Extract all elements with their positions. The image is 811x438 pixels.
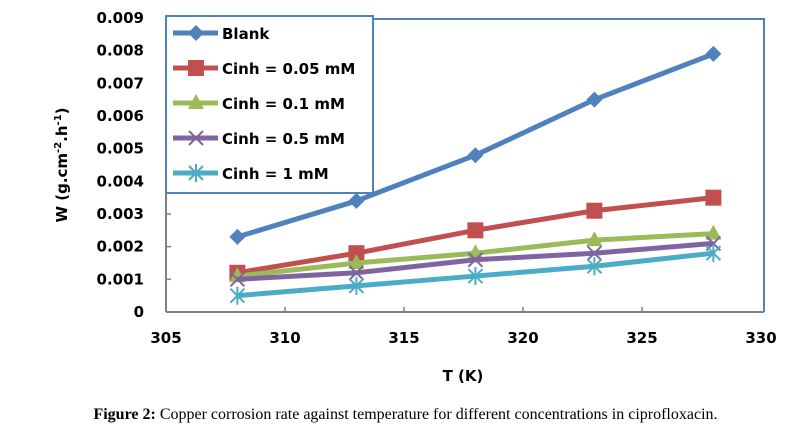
- triangle-marker: [586, 231, 603, 247]
- x-tick-label: 305: [150, 329, 181, 347]
- y-tick-label: 0.009: [97, 9, 144, 27]
- data-point: [348, 192, 365, 209]
- square-marker: [188, 60, 204, 76]
- x-marker-stroke: [348, 265, 365, 281]
- legend-item: Cinh = 0.5 mM: [173, 130, 345, 148]
- y-axis-title: W (g.cm-2.h-1): [53, 107, 71, 222]
- diamond-marker: [705, 45, 722, 62]
- data-point: [586, 202, 603, 219]
- legend-label: Cinh = 0.5 mM: [222, 130, 345, 148]
- data-point: [586, 91, 603, 108]
- data-point: [467, 267, 484, 286]
- x-tick-label: 315: [388, 329, 419, 347]
- diamond-marker: [229, 228, 246, 245]
- data-point: [348, 276, 365, 295]
- data-point: [705, 189, 722, 206]
- data-point: [467, 147, 484, 164]
- y-tick-label: 0: [134, 303, 144, 321]
- triangle-marker: [188, 94, 204, 109]
- y-axis-title-sup1: -2: [53, 142, 64, 153]
- diamond-marker: [188, 25, 204, 41]
- y-tick-label: 0.007: [97, 74, 144, 92]
- data-point: [705, 244, 722, 263]
- y-tick-label: 0.004: [97, 172, 144, 190]
- y-tick-label: 0.002: [97, 238, 144, 256]
- data-point: [705, 45, 722, 62]
- x-tick-label: 320: [507, 329, 538, 347]
- square-marker: [586, 202, 603, 219]
- series-0: [229, 45, 722, 245]
- caption-label: Figure 2:: [93, 406, 156, 423]
- x-tick-label: 325: [626, 329, 657, 347]
- x-tick-label: 330: [745, 329, 776, 347]
- legend-marker: [188, 60, 204, 76]
- legend-label: Blank: [222, 25, 270, 43]
- series-1: [229, 189, 722, 281]
- diamond-marker: [467, 147, 484, 164]
- data-point: [705, 224, 722, 240]
- legend-marker: [188, 164, 204, 182]
- x-axis-title: T (K): [443, 367, 484, 385]
- legend-marker: [188, 130, 204, 146]
- x-marker-stroke: [229, 271, 246, 288]
- data-point: [348, 245, 365, 262]
- x-marker-stroke: [467, 252, 484, 268]
- y-axis-title-mid: .h: [53, 125, 71, 141]
- figure-caption: Figure 2: Copper corrosion rate against …: [0, 406, 811, 424]
- y-tick-label: 0.008: [97, 42, 144, 60]
- caption-text: Copper corrosion rate against temperatur…: [155, 406, 718, 423]
- legend-item: Cinh = 0.1 mM: [173, 94, 345, 113]
- square-marker: [705, 189, 722, 206]
- x-marker-stroke: [188, 130, 204, 146]
- y-tick-label: 0.001: [97, 270, 144, 288]
- triangle-marker: [705, 224, 722, 240]
- legend-label: Cinh = 1 mM: [222, 165, 329, 183]
- legend-label: Cinh = 0.05 mM: [222, 60, 355, 78]
- data-point: [229, 271, 246, 288]
- data-point: [348, 265, 365, 281]
- y-tick-label: 0.006: [97, 107, 144, 125]
- series-layer: [229, 45, 722, 305]
- diamond-marker: [348, 192, 365, 209]
- series-4: [229, 244, 722, 305]
- data-point: [467, 222, 484, 239]
- x-tick-label: 310: [269, 329, 300, 347]
- x-marker-stroke: [586, 245, 603, 261]
- legend-item: Blank: [173, 25, 270, 43]
- y-axis-title-end: ): [53, 107, 71, 114]
- y-tick-label: 0.005: [97, 140, 144, 158]
- legend-item: Cinh = 0.05 mM: [173, 60, 355, 78]
- square-marker: [467, 222, 484, 239]
- y-tick-label: 0.003: [97, 205, 144, 223]
- y-axis-title-main: W (g.cm: [53, 153, 71, 223]
- triangle-marker: [348, 254, 365, 269]
- legend-label: Cinh = 0.1 mM: [222, 95, 345, 113]
- square-marker: [348, 245, 365, 262]
- data-point: [348, 254, 365, 269]
- legend: Blank Cinh = 0.05 mM Cinh = 0.1 mM Cinh = 0…: [165, 15, 374, 194]
- chart: 0 0.001 0.002 0.003 0.004 0.005 0.006 0.007 0.00…: [53, 9, 777, 385]
- diamond-marker: [586, 91, 603, 108]
- data-point: [586, 257, 603, 276]
- data-point: [586, 245, 603, 261]
- legend-item: Cinh = 1 mM: [173, 164, 329, 183]
- data-point: [229, 286, 246, 305]
- data-point: [467, 252, 484, 268]
- legend-marker: [188, 94, 204, 109]
- data-point: [586, 231, 603, 247]
- axes: 0 0.001 0.002 0.003 0.004 0.005 0.006 0.007 0.00…: [97, 9, 777, 347]
- data-point: [229, 228, 246, 245]
- y-axis-title-sup2: -1: [53, 114, 64, 125]
- legend-marker: [188, 25, 204, 41]
